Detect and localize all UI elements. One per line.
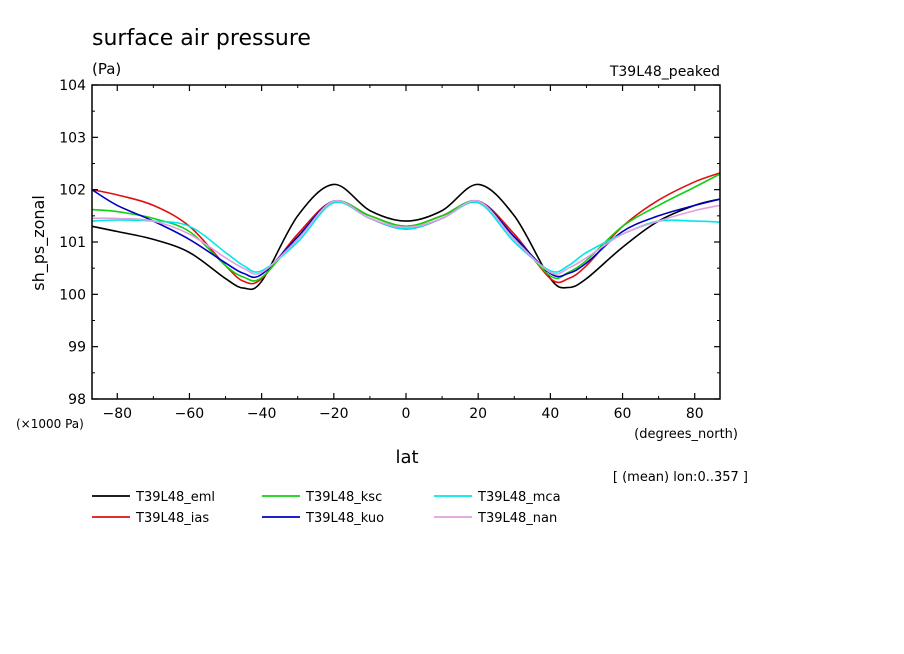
legend-label: T39L48_ias <box>135 511 209 526</box>
series-line-t39l48-eml <box>91 183 721 291</box>
series-line-t39l48-mca <box>91 201 721 273</box>
x-tick-label: −40 <box>247 406 277 422</box>
averaging-note: [ (mean) lon:0..357 ] <box>613 470 748 485</box>
x-tick-label: −20 <box>319 406 349 422</box>
y-tick-label: 99 <box>68 340 86 356</box>
legend-item: T39L48_mca <box>434 490 561 505</box>
x-tick-label: 80 <box>686 406 704 422</box>
y-scale-note: (×1000 Pa) <box>16 417 84 431</box>
y-tick-label: 98 <box>68 392 86 408</box>
x-axis-label: lat <box>395 447 418 468</box>
legend-label: T39L48_kuo <box>305 511 384 526</box>
x-tick-label: −60 <box>175 406 205 422</box>
legend-label: T39L48_nan <box>477 511 557 526</box>
legend-label: T39L48_mca <box>477 490 561 505</box>
chart-units: (Pa) <box>92 60 121 78</box>
series-layer <box>91 172 721 291</box>
tick-layer: −80 −60 −40 −20 0 20 40 60 80 98 99 100 101 102 103 104 <box>59 78 720 422</box>
legend-item: T39L48_eml <box>92 490 215 505</box>
y-tick-label: 104 <box>59 78 86 94</box>
y-tick-label: 103 <box>59 130 86 146</box>
y-axis-label: sh_ps_zonal <box>29 195 49 291</box>
series-line-t39l48-nan <box>91 199 721 275</box>
legend-label: T39L48_eml <box>135 490 215 505</box>
x-tick-label: 20 <box>469 406 487 422</box>
legend-label: T39L48_ksc <box>305 490 382 505</box>
legend-item: T39L48_nan <box>434 511 557 526</box>
chart-title: surface air pressure <box>92 26 311 51</box>
legend-item: T39L48_ias <box>92 511 209 526</box>
legend-item: T39L48_kuo <box>262 511 384 526</box>
x-tick-label: 0 <box>402 406 411 422</box>
x-tick-label: 40 <box>541 406 559 422</box>
x-tick-label: 60 <box>614 406 632 422</box>
y-tick-label: 101 <box>59 235 86 251</box>
y-tick-label: 102 <box>59 183 86 199</box>
legend: T39L48_eml T39L48_ias T39L48_ksc T39L48_kuo… <box>92 490 561 526</box>
y-tick-label: 100 <box>59 287 86 303</box>
x-units-label: (degrees_north) <box>634 427 738 442</box>
legend-item: T39L48_ksc <box>262 490 382 505</box>
experiment-label: T39L48_peaked <box>609 64 720 80</box>
x-tick-label: −80 <box>102 406 132 422</box>
plot-frame <box>91 84 721 400</box>
